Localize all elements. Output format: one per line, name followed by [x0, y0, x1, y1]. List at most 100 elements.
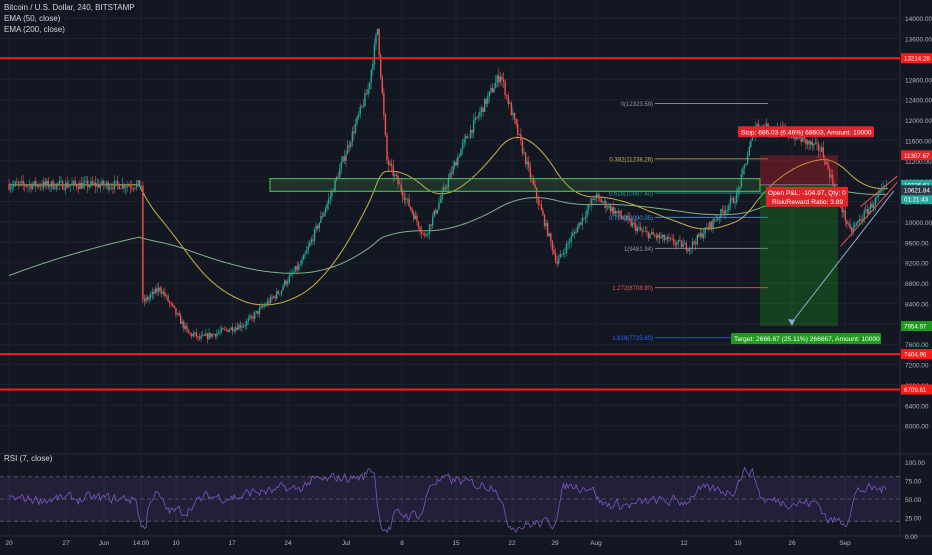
candle-body [38, 184, 40, 187]
candle-body [608, 205, 610, 209]
candle-body [638, 227, 640, 228]
candle-body [717, 218, 719, 221]
candle-body [872, 205, 875, 208]
ema50-line [9, 136, 888, 306]
candle-body [20, 180, 23, 183]
candle-body [287, 281, 289, 285]
candle-body [702, 234, 705, 238]
candle-body [313, 229, 316, 241]
candle-body [288, 275, 291, 282]
candle-body [520, 134, 522, 141]
candle-body [249, 316, 251, 319]
candle-body [557, 258, 560, 264]
candle-body [597, 194, 599, 197]
candle-body [137, 180, 139, 184]
candle-body [809, 141, 812, 145]
candle-body [515, 119, 517, 125]
candle-body [542, 210, 544, 215]
candle-body [699, 232, 702, 237]
candle-body [154, 288, 157, 294]
axis-price-tag-label: 01:21:43 [904, 196, 929, 203]
fib-level-label: 0.382(11238.28) [609, 157, 653, 163]
candle-body [186, 325, 188, 330]
candle-body [113, 181, 116, 189]
candle-body [806, 140, 809, 145]
price-tick-label: 8800.00 [905, 281, 929, 288]
candle-body [170, 302, 172, 304]
candle-body [162, 292, 165, 294]
candle-body [189, 333, 191, 334]
price-tick-label: 7200.00 [905, 363, 929, 370]
candle-body [247, 318, 250, 322]
candle-body [630, 219, 632, 226]
candle-body [480, 107, 483, 112]
candle-body [866, 209, 869, 214]
candle-body [391, 163, 393, 166]
candle-body [483, 98, 486, 112]
candle-body [98, 183, 100, 188]
candle-body [614, 211, 617, 214]
candle-body [320, 216, 322, 223]
price-tick-label: 13600.00 [905, 37, 932, 44]
candle-body [19, 182, 21, 184]
candle-body [376, 28, 379, 35]
candle-body [318, 222, 320, 229]
candle-body [291, 272, 294, 274]
candle-body [660, 237, 662, 239]
candle-body [42, 181, 45, 188]
candle-body [22, 180, 24, 185]
candle-body [740, 174, 743, 188]
candle-body [211, 334, 213, 337]
candle-body [11, 186, 13, 188]
candle-body [713, 219, 716, 221]
price-tick-label: 6000.00 [905, 424, 929, 431]
candle-body [469, 129, 472, 138]
candle-body [257, 311, 259, 315]
candle-body [140, 185, 142, 187]
candle-body [528, 161, 530, 168]
candle-body [220, 328, 223, 332]
candle-body [365, 93, 368, 95]
candle-body [814, 142, 817, 144]
date-tick-label: 26 [788, 540, 796, 547]
candle-body [350, 142, 352, 147]
candle-body [362, 105, 365, 107]
date-tick-label: 17 [228, 540, 236, 547]
candle-body [534, 184, 536, 188]
candle-body [521, 140, 524, 154]
candle-body [573, 231, 576, 234]
candle-body [161, 290, 163, 294]
candle-body [710, 221, 713, 228]
candle-body [88, 185, 91, 188]
candle-body [227, 329, 229, 332]
candle-body [852, 227, 854, 232]
candle-body [449, 172, 451, 179]
candle-body [50, 181, 53, 187]
candle-body [679, 240, 681, 241]
candle-body [709, 221, 711, 229]
candle-body [128, 185, 130, 187]
candle-body [683, 242, 686, 244]
candle-body [354, 123, 357, 134]
candle-body [90, 181, 92, 186]
candle-body [87, 180, 89, 188]
candle-body [625, 216, 628, 220]
candle-body [750, 140, 752, 147]
candle-body [613, 207, 615, 214]
candle-body [233, 330, 235, 332]
candle-body [417, 221, 420, 228]
candle-body [179, 315, 182, 324]
date-tick-label: 14:00 [133, 540, 150, 547]
candle-body [805, 138, 807, 145]
candle-body [592, 198, 595, 200]
candle-body [143, 299, 146, 302]
candle-body [628, 218, 631, 220]
candle-body [285, 280, 287, 285]
candle-body [304, 253, 306, 256]
candle-body [310, 239, 313, 243]
candle-body [312, 239, 314, 241]
candle-body [849, 223, 851, 229]
candle-body [172, 303, 174, 306]
target-label: Target: 2666.67 (25.11%) 266667, Amount:… [734, 336, 880, 343]
candle-body [202, 334, 204, 336]
